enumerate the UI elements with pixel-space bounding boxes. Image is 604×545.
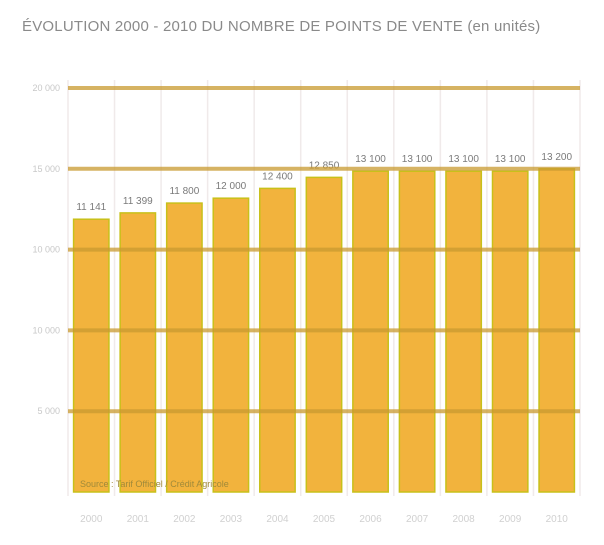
bar-2005 xyxy=(305,176,343,493)
data-label-2008: 13 100 xyxy=(448,154,479,165)
data-label-2007: 13 100 xyxy=(402,154,433,165)
x-tick-label-2008: 2008 xyxy=(453,514,476,525)
chart-title: ÉVOLUTION 2000 - 2010 DU NOMBRE DE POINT… xyxy=(22,18,541,35)
y-tick-label: 15 000 xyxy=(32,164,60,174)
x-tick-label-2004: 2004 xyxy=(266,514,289,525)
source-note: Source : Tarif Officiel / Crédit Agricol… xyxy=(80,479,229,489)
data-label-2003: 12 000 xyxy=(216,181,247,192)
x-tick-label-2002: 2002 xyxy=(173,514,196,525)
data-label-2002: 11 800 xyxy=(169,186,199,197)
data-label-2000: 11 141 xyxy=(76,202,106,213)
x-tick-label-2005: 2005 xyxy=(313,514,336,525)
x-tick-label-2010: 2010 xyxy=(546,514,569,525)
bar-2003 xyxy=(212,197,250,493)
x-tick-label-2009: 2009 xyxy=(499,514,522,525)
x-tick-label-2001: 2001 xyxy=(127,514,150,525)
data-label-2006: 13 100 xyxy=(355,154,386,165)
bar-2000 xyxy=(72,218,110,493)
data-label-2004: 12 400 xyxy=(262,171,293,182)
data-label-2010: 13 200 xyxy=(541,152,572,163)
data-label-2005: 12 850 xyxy=(309,160,340,171)
y-tick-label: 10 000 xyxy=(32,325,60,335)
bar-2004 xyxy=(259,187,296,493)
data-label-2001: 11 399 xyxy=(123,196,153,207)
bar-2002 xyxy=(165,202,203,493)
y-tick-label: 5 000 xyxy=(37,406,60,416)
x-tick-label-2006: 2006 xyxy=(359,514,382,525)
x-tick-label-2000: 2000 xyxy=(80,514,103,525)
data-label-2009: 13 100 xyxy=(495,154,526,165)
y-tick-label: 20 000 xyxy=(32,83,60,93)
bar-2001 xyxy=(119,212,157,493)
x-tick-label-2003: 2003 xyxy=(220,514,243,525)
y-tick-label: 10 000 xyxy=(32,245,60,255)
x-tick-label-2007: 2007 xyxy=(406,514,429,525)
